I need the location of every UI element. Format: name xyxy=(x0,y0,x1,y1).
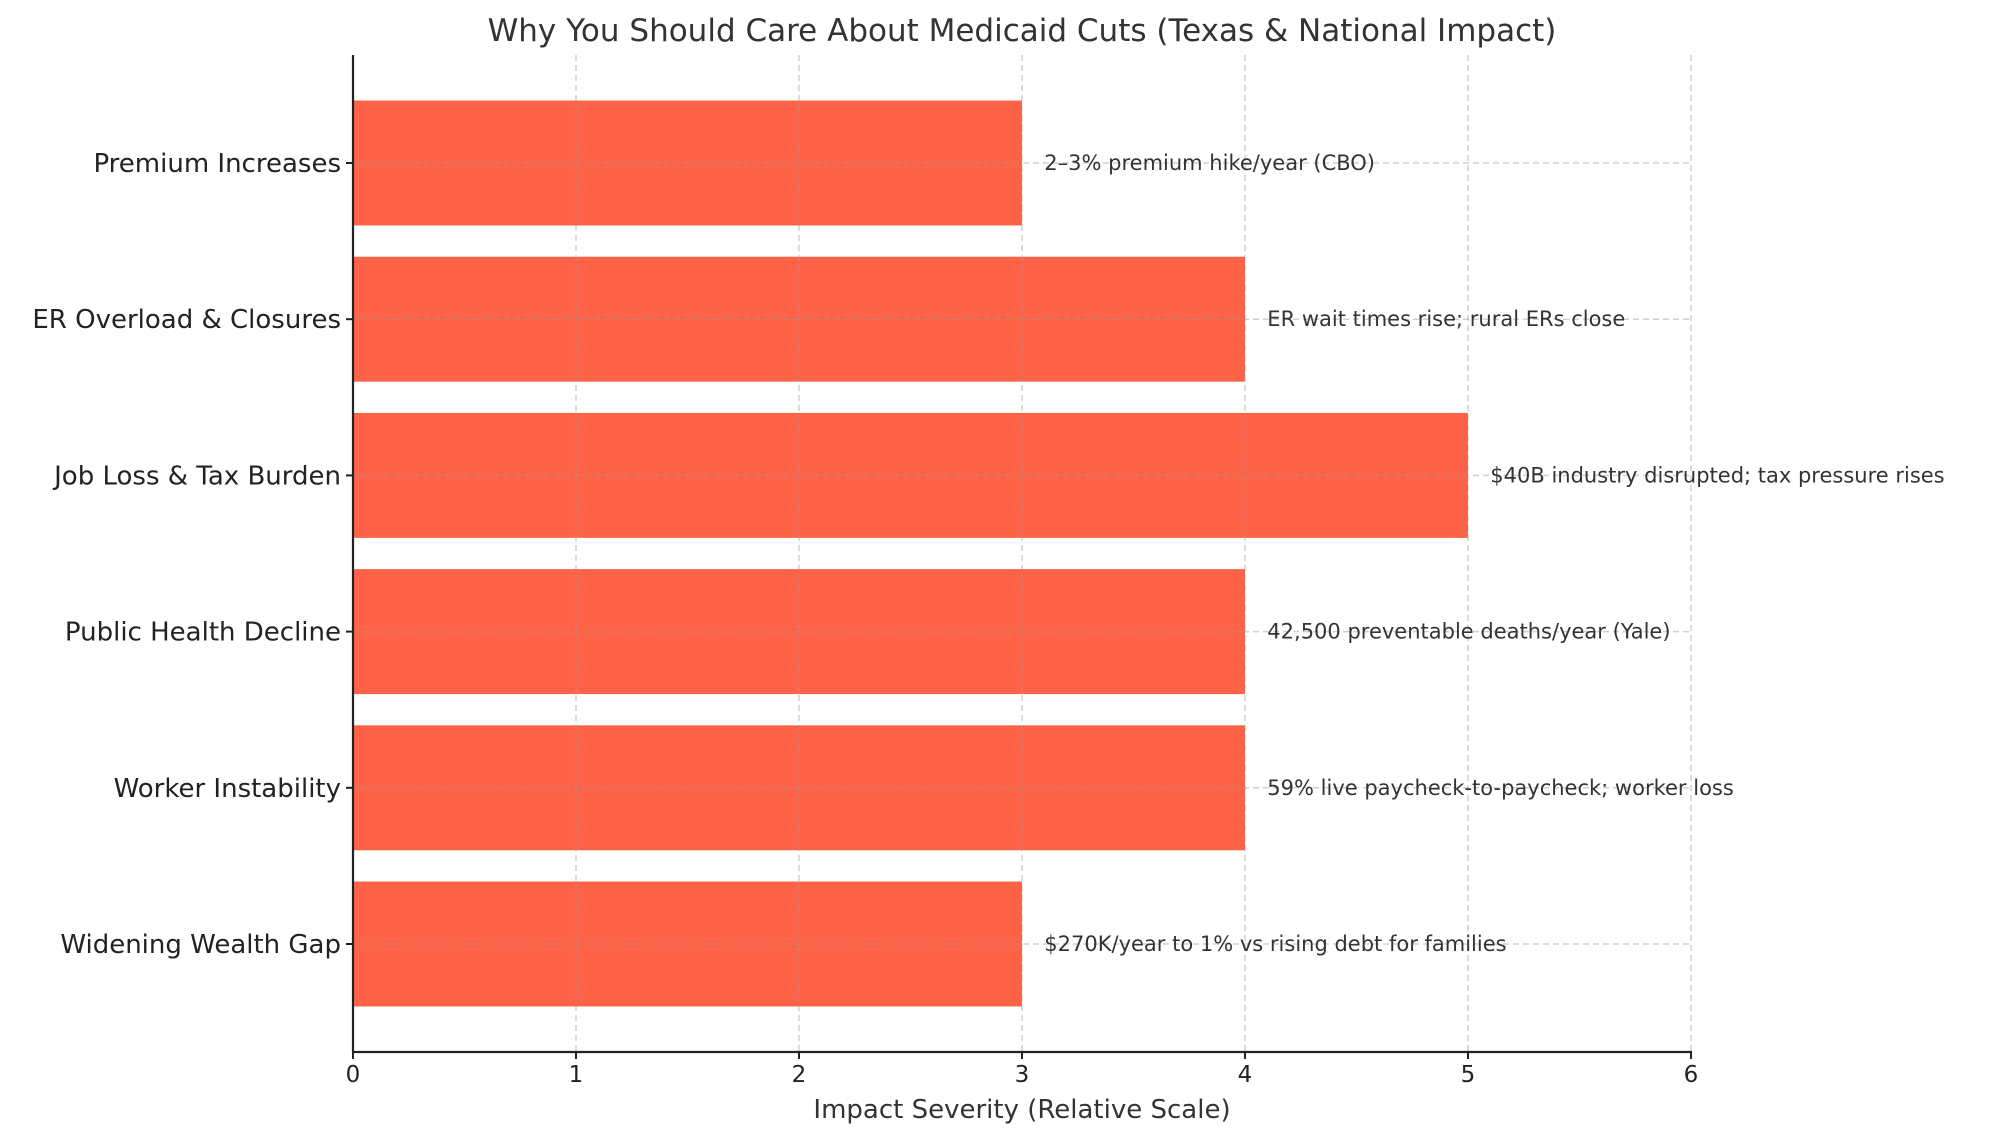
x-tick-label: 1 xyxy=(569,1062,584,1088)
bar-annotation: $40B industry disrupted; tax pressure ri… xyxy=(1490,463,1944,487)
bar-annotation: 59% live paycheck-to-paycheck; worker lo… xyxy=(1267,776,1734,800)
bars-layer xyxy=(353,100,1468,1007)
bar-annotation: ER wait times rise; rural ERs close xyxy=(1267,307,1625,331)
bar xyxy=(353,100,1022,226)
y-tick-label: Widening Wealth Gap xyxy=(60,930,341,960)
y-tick-label: Worker Instability xyxy=(114,774,341,804)
x-tick-label: 0 xyxy=(346,1062,361,1088)
bar xyxy=(353,725,1245,851)
bar xyxy=(353,412,1468,538)
bar-annotation: $270K/year to 1% vs rising debt for fami… xyxy=(1044,932,1506,956)
x-tick-label: 4 xyxy=(1238,1062,1253,1088)
x-tick-label: 2 xyxy=(792,1062,807,1088)
bar-annotation: 42,500 preventable deaths/year (Yale) xyxy=(1267,620,1670,644)
labels: 0 1 2 3 4 5 6 Premium Increases ER Overload & Cl… xyxy=(32,149,1698,1088)
grid-overlay xyxy=(353,55,1692,1052)
y-tick-label: ER Overload & Closures xyxy=(32,305,341,335)
ticks xyxy=(346,162,1692,1059)
bar xyxy=(353,881,1022,1007)
x-tick-label: 6 xyxy=(1684,1062,1699,1088)
y-tick-label: Premium Increases xyxy=(93,149,341,179)
bar xyxy=(353,256,1245,382)
annotations: 2–3% premium hike/year (CBO) ER wait time… xyxy=(1044,151,1944,956)
y-tick-label: Job Loss & Tax Burden xyxy=(52,461,341,491)
bar xyxy=(353,569,1245,695)
x-axis-label: Impact Severity (Relative Scale) xyxy=(813,1095,1230,1125)
bar-annotation: 2–3% premium hike/year (CBO) xyxy=(1044,151,1375,175)
x-tick-label: 5 xyxy=(1461,1062,1476,1088)
x-tick-label: 3 xyxy=(1015,1062,1030,1088)
chart-title: Why You Should Care About Medicaid Cuts … xyxy=(488,13,1557,49)
y-tick-label: Public Health Decline xyxy=(65,618,341,648)
